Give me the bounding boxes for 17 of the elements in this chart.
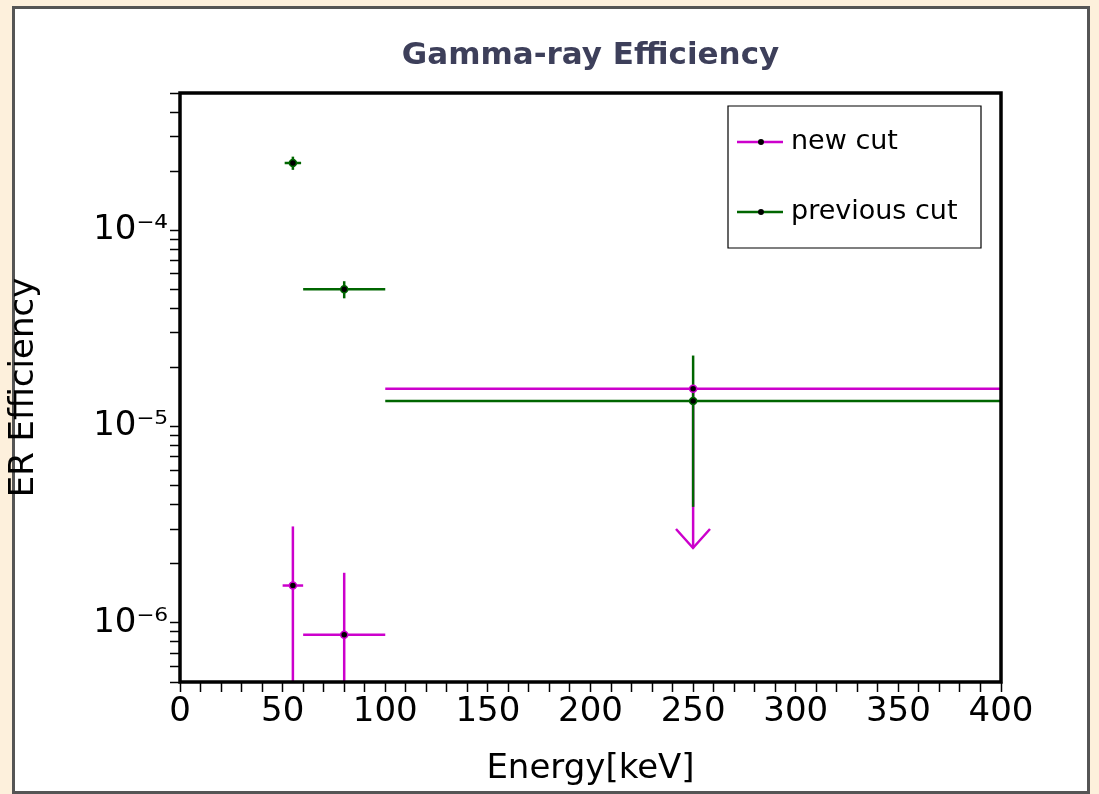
x-tick-label: 0: [169, 689, 191, 730]
legend-label: new cut: [791, 124, 898, 156]
x-tick-label: 350: [865, 689, 931, 730]
x-tick-label: 200: [558, 689, 623, 730]
y-axis-title: ER Efficiency: [1, 277, 42, 498]
legend-label: previous cut: [791, 194, 958, 226]
x-axis-title: Energy[keV]: [486, 746, 695, 787]
x-tick-label: 100: [352, 689, 418, 730]
chart-title: Gamma-ray Efficiency: [401, 35, 780, 72]
x-tick-label: 150: [455, 689, 521, 730]
y-tick-label: 10⁻⁶: [93, 599, 168, 640]
y-tick-label: 10⁻⁴: [93, 207, 168, 248]
x-tick-label: 250: [660, 689, 726, 730]
y-tick-label: 10⁻⁵: [93, 403, 168, 444]
x-tick-label: 300: [763, 689, 829, 730]
x-tick-label: 400: [968, 689, 1034, 730]
x-tick-label: 50: [260, 689, 305, 730]
